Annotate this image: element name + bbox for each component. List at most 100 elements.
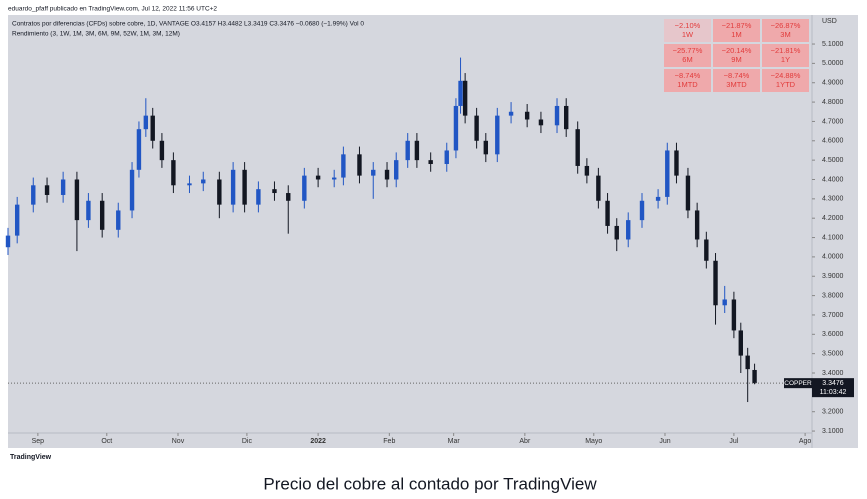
- candle-body: [14, 204, 20, 236]
- candle-body: [554, 105, 560, 126]
- candle-body: [674, 150, 679, 176]
- candle-body: [315, 175, 321, 180]
- candle-body: [575, 129, 580, 166]
- candle-body: [331, 177, 337, 180]
- candle-body: [44, 185, 50, 195]
- y-tick-label: 5.1000: [822, 41, 844, 48]
- candle-body: [722, 299, 727, 306]
- x-tick-label: Sep: [32, 438, 45, 445]
- candle-body: [596, 175, 601, 201]
- performance-cell: [713, 19, 760, 42]
- logo: TradingView: [10, 454, 52, 461]
- candle-body: [474, 115, 479, 141]
- y-tick-label: 4.9000: [822, 80, 844, 87]
- candle-body: [738, 330, 743, 356]
- candle-body: [508, 111, 514, 116]
- performance-value: −20.14%: [722, 46, 752, 55]
- performance-value: −24.88%: [771, 71, 801, 80]
- candle-body: [256, 189, 261, 205]
- performance-value: −26.87%: [771, 21, 801, 30]
- performance-period: 3M: [780, 30, 790, 39]
- candle-body: [341, 154, 346, 178]
- x-tick-label: Jul: [729, 438, 738, 445]
- performance-cell: [713, 69, 760, 92]
- candle-body: [428, 160, 433, 165]
- candle-body: [272, 189, 277, 194]
- performance-period: 9M: [731, 55, 741, 64]
- y-tick-label: 4.5000: [822, 157, 844, 164]
- candle-body: [564, 105, 569, 130]
- y-tick-label: 3.2000: [822, 409, 844, 416]
- x-tick-label: Jun: [659, 438, 670, 445]
- candle-body: [538, 119, 544, 126]
- candle-body: [614, 225, 619, 240]
- y-tick-label: 4.8000: [822, 99, 844, 106]
- candle-body: [713, 260, 718, 306]
- indicator: Rendimiento (3, 1W, 1M, 3M, 6M, 9M, 52W,…: [12, 31, 180, 38]
- x-tick-label: Mayo: [585, 438, 602, 445]
- candle-body: [444, 150, 449, 165]
- y-tick-label: 4.3000: [822, 196, 844, 203]
- candle-body: [704, 239, 709, 261]
- candle-body: [187, 183, 192, 186]
- y-tick-label: 3.6000: [822, 331, 844, 338]
- y-tick-label: 3.7000: [822, 312, 844, 319]
- performance-value: −21.81%: [771, 46, 801, 55]
- performance-value: −8.74%: [675, 71, 701, 80]
- caption: Precio del cobre al contado por TradingV…: [263, 474, 597, 493]
- x-tick-label: 2022: [310, 438, 326, 445]
- candle-body: [605, 200, 610, 226]
- candle-body: [745, 355, 750, 370]
- performance-period: 1M: [731, 30, 741, 39]
- performance-value: −25.77%: [673, 46, 703, 55]
- candle-body: [31, 185, 36, 205]
- candle-body: [414, 140, 420, 161]
- candle-body: [171, 160, 176, 186]
- y-unit: USD: [822, 18, 837, 25]
- y-tick-label: 3.4000: [822, 370, 844, 377]
- y-tick-label: 4.2000: [822, 215, 844, 222]
- candle-body: [136, 129, 142, 170]
- y-tick-label: 4.4000: [822, 176, 844, 183]
- candle-body: [357, 154, 362, 176]
- y-tick-label: 3.8000: [822, 292, 844, 299]
- y-tick-label: 4.7000: [822, 118, 844, 125]
- candle-body: [524, 111, 530, 120]
- candle-body: [116, 210, 121, 230]
- performance-cell: [762, 44, 809, 67]
- performance-cell: [713, 44, 760, 67]
- price-label: 3.3476: [822, 380, 844, 387]
- candle-body: [495, 115, 500, 155]
- candle-body: [655, 196, 661, 201]
- performance-period: 1Y: [781, 55, 790, 64]
- candle-body: [685, 175, 691, 211]
- candle-body: [242, 169, 247, 205]
- candle-body: [694, 210, 700, 240]
- candle-body: [394, 160, 399, 180]
- candle-body: [217, 179, 222, 205]
- candle-body: [150, 115, 155, 141]
- candle-body: [584, 165, 590, 176]
- candle-body: [143, 115, 149, 130]
- performance-period: 1YTD: [776, 80, 796, 89]
- candle-body: [230, 169, 236, 205]
- countdown-label: 11:03:42: [820, 389, 847, 396]
- candle-body: [626, 220, 631, 240]
- x-tick-label: Ago: [799, 438, 812, 445]
- performance-period: 1W: [682, 30, 694, 39]
- performance-period: 6M: [682, 55, 692, 64]
- performance-cell: [762, 19, 809, 42]
- performance-value: −21.87%: [722, 21, 752, 30]
- x-tick-label: Dic: [242, 438, 253, 445]
- y-tick-label: 5.0000: [822, 60, 844, 67]
- x-tick-label: Mar: [448, 438, 461, 445]
- candle-body: [384, 169, 390, 180]
- symbol-label: COPPER: [784, 380, 812, 387]
- candle-body: [752, 369, 757, 384]
- candle-body: [159, 140, 165, 161]
- candle-body: [405, 140, 410, 161]
- candle-body: [302, 175, 307, 201]
- performance-value: −2.10%: [675, 21, 701, 30]
- candle-body: [665, 150, 670, 197]
